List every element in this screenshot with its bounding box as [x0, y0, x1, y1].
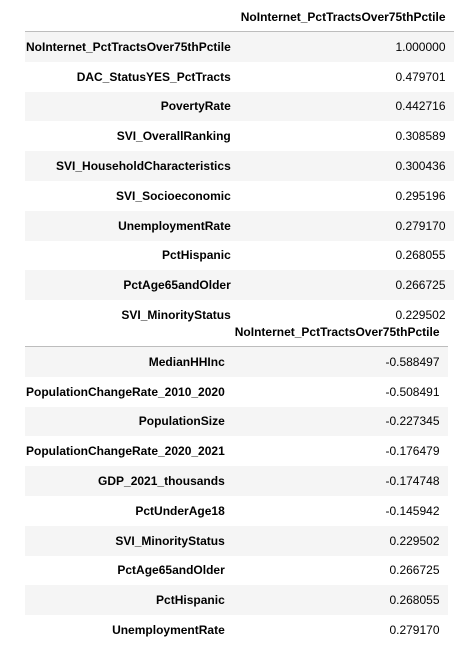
table-body: MedianHHInc -0.588497 PopulationChangeRat… [25, 347, 448, 645]
row-label: PctHispanic [25, 585, 235, 615]
table-row: PctAge65andOlder 0.266725 [25, 556, 448, 586]
table-row: PctHispanic 0.268055 [25, 585, 448, 615]
table-row: SVI_MinorityStatus 0.229502 [25, 526, 448, 556]
row-value: -0.588497 [235, 347, 448, 377]
row-label: PctAge65andOlder [25, 270, 241, 300]
table-row: SVI_Socioeconomic 0.295196 [25, 181, 454, 211]
row-value: 0.279170 [241, 211, 454, 241]
row-label: PovertyRate [25, 92, 241, 122]
row-label: GDP_2021_thousands [25, 466, 235, 496]
row-label: PopulationChangeRate_2010_2020 [25, 377, 235, 407]
table-row: NoInternet_PctTractsOver75thPctile 1.0000… [25, 32, 454, 62]
row-value: 0.229502 [235, 526, 448, 556]
row-label: PctUnderAge18 [25, 496, 235, 526]
table-row: PctUnderAge18 -0.145942 [25, 496, 448, 526]
column-header: NoInternet_PctTractsOver75thPctile [241, 3, 454, 32]
row-label: NoInternet_PctTractsOver75thPctile [25, 32, 241, 62]
row-value: 0.442716 [241, 92, 454, 122]
row-value: 1.000000 [241, 32, 454, 62]
row-value: 0.279170 [235, 615, 448, 645]
row-value: 0.268055 [241, 241, 454, 271]
header-row: NoInternet_PctTractsOver75thPctile [25, 318, 448, 347]
row-label: PctAge65andOlder [25, 556, 235, 586]
row-value: 0.295196 [241, 181, 454, 211]
header-row: NoInternet_PctTractsOver75thPctile [25, 3, 454, 32]
row-value: -0.227345 [235, 407, 448, 437]
row-label: SVI_HouseholdCharacteristics [25, 151, 241, 181]
row-value: 0.308589 [241, 121, 454, 151]
row-value: -0.176479 [235, 436, 448, 466]
table-row: PctAge65andOlder 0.266725 [25, 270, 454, 300]
column-header: NoInternet_PctTractsOver75thPctile [235, 318, 448, 347]
row-value: 0.268055 [235, 585, 448, 615]
table-row: DAC_StatusYES_PctTracts 0.479701 [25, 62, 454, 92]
row-value: -0.145942 [235, 496, 448, 526]
table-row: PopulationSize -0.227345 [25, 407, 448, 437]
row-label: SVI_MinorityStatus [25, 526, 235, 556]
row-value: 0.300436 [241, 151, 454, 181]
table-header: NoInternet_PctTractsOver75thPctile [25, 318, 448, 347]
row-label: PopulationSize [25, 407, 235, 437]
index-header-blank [25, 3, 241, 32]
table-header: NoInternet_PctTractsOver75thPctile [25, 3, 454, 32]
row-label: SVI_Socioeconomic [25, 181, 241, 211]
row-label: UnemploymentRate [25, 615, 235, 645]
row-label: PctHispanic [25, 241, 241, 271]
table-row: UnemploymentRate 0.279170 [25, 211, 454, 241]
table-row: UnemploymentRate 0.279170 [25, 615, 448, 645]
row-label: UnemploymentRate [25, 211, 241, 241]
row-label: DAC_StatusYES_PctTracts [25, 62, 241, 92]
row-value: -0.508491 [235, 377, 448, 407]
row-value: 0.266725 [235, 556, 448, 586]
row-label: SVI_OverallRanking [25, 121, 241, 151]
row-label: PopulationChangeRate_2020_2021 [25, 436, 235, 466]
row-value: 0.479701 [241, 62, 454, 92]
table-row: MedianHHInc -0.588497 [25, 347, 448, 377]
table-row: PopulationChangeRate_2020_2021 -0.176479 [25, 436, 448, 466]
row-value: 0.266725 [241, 270, 454, 300]
row-label: MedianHHInc [25, 347, 235, 377]
table-row: SVI_HouseholdCharacteristics 0.300436 [25, 151, 454, 181]
table-row: PovertyRate 0.442716 [25, 92, 454, 122]
row-value: -0.174748 [235, 466, 448, 496]
table-row: PctHispanic 0.268055 [25, 241, 454, 271]
index-header-blank [25, 318, 235, 347]
table-row: SVI_OverallRanking 0.308589 [25, 121, 454, 151]
correlation-table-bottom: NoInternet_PctTractsOver75thPctile Media… [25, 318, 448, 645]
table-body: NoInternet_PctTractsOver75thPctile 1.0000… [25, 32, 454, 330]
table-row: GDP_2021_thousands -0.174748 [25, 466, 448, 496]
table-row: PopulationChangeRate_2010_2020 -0.508491 [25, 377, 448, 407]
correlation-table-top: NoInternet_PctTractsOver75thPctile NoInt… [25, 3, 454, 330]
